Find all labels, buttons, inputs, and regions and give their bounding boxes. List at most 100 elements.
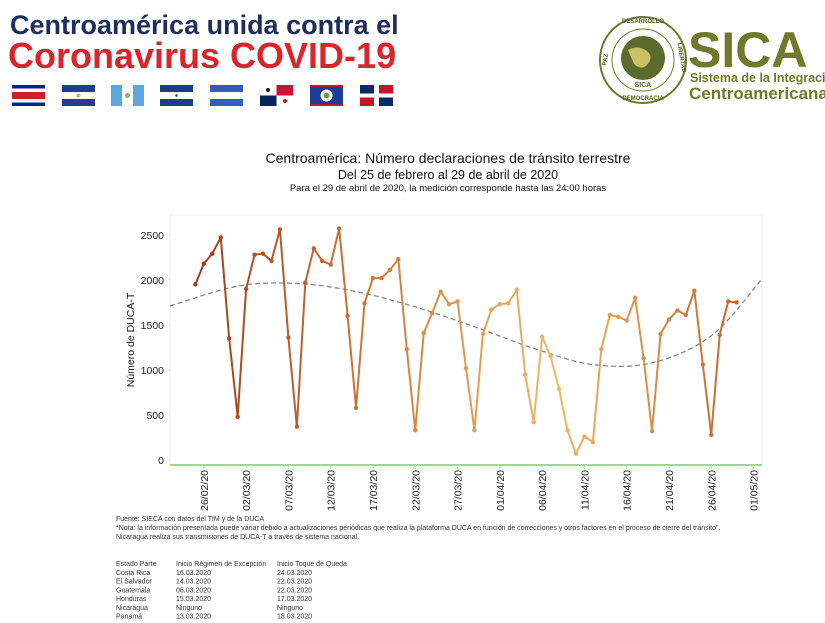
table: Estado Parte Inicio Régimen de Excepción I… [116,561,347,621]
table-cell: Ninguno [277,605,303,612]
data-point [709,432,714,438]
table-cell: 17.03.2020 [277,596,312,603]
data-point [692,288,697,293]
data-point [666,317,672,322]
flags [12,85,393,106]
table-cell: Guatemala [116,587,150,594]
data-point [489,307,494,312]
table-cell: El Salvador [116,579,152,586]
chart-subtitle: Del 25 de febrero al 29 de abril de 2020 [338,168,558,182]
data-point [286,335,291,340]
data-point [700,362,705,367]
table-cell: 15.03.2020 [176,596,211,603]
data-point [429,310,435,316]
x-tick-label: 26/04/20 [706,470,718,511]
data-point [582,434,587,439]
data-point [531,420,536,425]
data-point [396,256,401,262]
data-point [497,301,503,307]
flag [260,85,293,106]
data-point [539,334,545,339]
data-point [413,428,418,433]
y-tick-label: 1000 [141,365,165,377]
data-point [328,262,333,267]
data-point [201,261,207,266]
x-tick-label: 02/03/20 [241,470,253,511]
table-header: Inicio Toque de Queda [277,561,347,568]
table-cell: 16.03.2020 [176,570,211,577]
source: Fuente: SIECA con datos del TIM y de la … [116,516,264,523]
ring-text: DEMOCRACIA [622,96,664,102]
y-tick-label: 0 [158,455,164,467]
table-cell: Costa Rica [116,570,150,577]
data-point [353,405,359,410]
data-point [565,428,570,433]
logo-line1: Sistema de la Integración [690,71,825,85]
table-cell: 13.03.2020 [176,614,211,621]
flag [360,85,393,106]
x-tick-label: 26/02/20 [199,470,211,511]
emblem-text: SICA [635,82,652,89]
data-point [455,299,460,304]
data-point [252,252,257,257]
table-cell: 14.03.2020 [176,579,211,586]
data-point [227,336,232,341]
header-line2: Coronavirus COVID-19 [8,35,396,76]
y-tick-label: 2500 [141,230,165,242]
footer-note: *Nota: la información presentada puede v… [116,525,720,532]
data-point [683,312,689,318]
data-point [599,347,604,352]
y-tick-label: 500 [146,410,164,422]
data-point [725,299,731,304]
x-tick-label: 27/03/20 [453,470,465,511]
data-point [556,386,562,392]
data-point [472,428,477,433]
data-point [675,308,680,313]
data-point [632,295,638,301]
header-line1: Centroamérica unida contra el [10,10,399,40]
data-point [277,227,283,232]
table-cell: 18.03.2020 [277,614,312,621]
chart-title: Centroamérica: Número declaraciones de t… [266,150,631,166]
data-point [336,226,342,231]
data-point [514,287,519,292]
table-header: Estado Parte [116,561,157,568]
table-header: Inicio Régimen de Excepción [176,561,266,568]
y-tick-label: 2000 [141,275,165,287]
data-point [463,365,469,371]
x-tick-label: 01/04/20 [495,470,507,511]
ring-text: LIBERTAD [675,43,686,74]
sica-emblem: DESARROLLO LIBERTAD DEMOCRACIA PAZ SICA [599,16,687,104]
table-cell: 22.03.2020 [277,587,312,594]
data-point [616,314,621,320]
ring-text: DESARROLLO [622,19,664,25]
footer-nicaragua: Nicaragua realiza sus transmisiones de D… [116,534,359,541]
x-tick-label: 07/03/20 [283,470,295,511]
data-point [362,301,367,306]
plot-frame [169,214,763,466]
x-tick-label: 06/04/20 [537,470,549,511]
table-cell: Honduras [116,596,147,603]
x-tick-label: 11/04/20 [579,470,591,510]
x-tick-label: 22/03/20 [410,470,422,511]
data-point [523,372,528,377]
x-tick-label: 12/03/20 [326,470,338,511]
data-point [649,429,655,434]
chart-note: Para el 29 de abril de 2020, la medición… [290,183,607,194]
data-point [260,251,266,256]
data-point [387,267,393,273]
data-line [194,228,737,457]
data-point [243,286,249,292]
y-tick-label: 1500 [141,320,165,332]
data-point [624,318,629,323]
flag [310,85,343,106]
plot: 0 500 1000 1500 2000 2500 26/02/20 02/03/20 07/0… [141,226,763,511]
flag [12,85,45,106]
data-point [370,275,376,281]
data-point [446,301,452,307]
data-point [218,235,223,240]
data-point [320,258,325,264]
ring-text: PAZ [602,53,610,66]
data-point [506,301,511,306]
